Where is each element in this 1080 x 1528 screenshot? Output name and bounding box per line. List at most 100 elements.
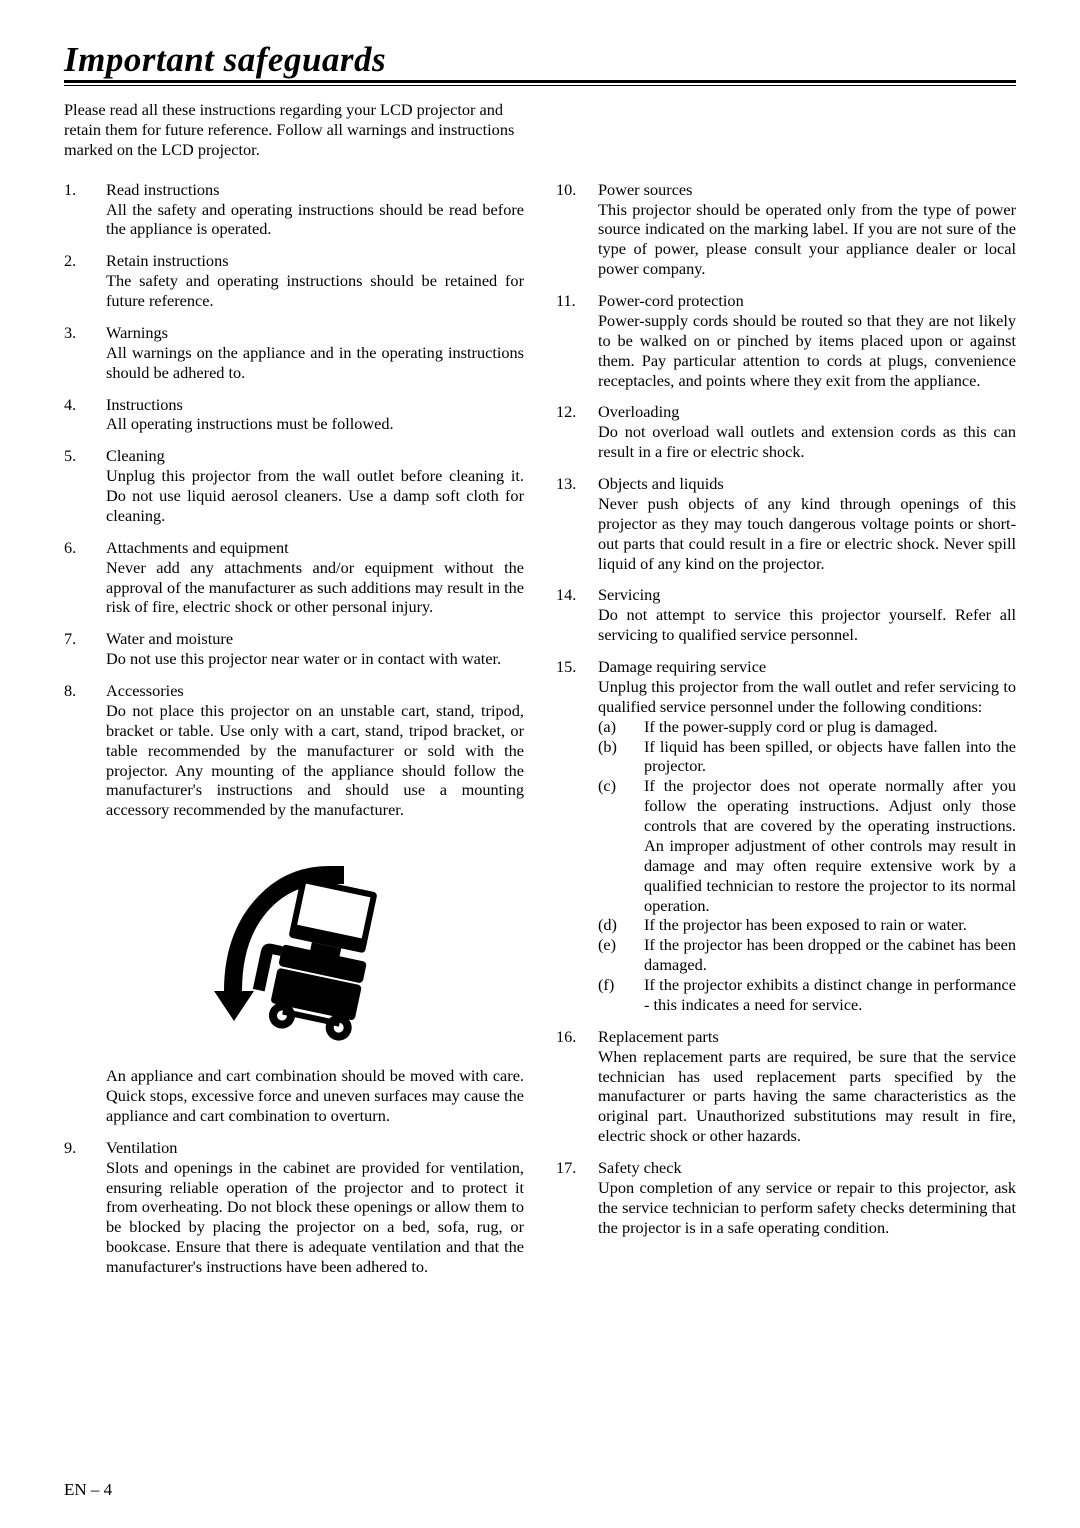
item-title: Ventilation [106, 1138, 524, 1158]
item-number: 6. [64, 538, 106, 618]
cart-caption: An appliance and cart combination should… [64, 1066, 524, 1126]
page-number: EN – 4 [64, 1480, 112, 1500]
list-item: 6.Attachments and equipmentNever add any… [64, 538, 524, 618]
item-text: Do not overload wall outlets and extensi… [598, 422, 1016, 461]
list-item: 5.CleaningUnplug this projector from the… [64, 446, 524, 526]
list-item: 2.Retain instructionsThe safety and oper… [64, 251, 524, 311]
sub-label: (a) [598, 717, 644, 737]
sub-item: (c)If the projector does not operate nor… [598, 776, 1016, 915]
item-title: Accessories [106, 681, 524, 701]
sub-item: (f)If the projector exhibits a distinct … [598, 975, 1016, 1015]
item-body: Retain instructionsThe safety and operat… [106, 251, 524, 311]
item-title: Cleaning [106, 446, 524, 466]
intro-paragraph: Please read all these instructions regar… [64, 100, 524, 160]
list-item: 3.WarningsAll warnings on the appliance … [64, 323, 524, 383]
list-item: 8.AccessoriesDo not place this projector… [64, 681, 524, 820]
item-body: ServicingDo not attempt to service this … [598, 585, 1016, 645]
item-text: All operating instructions must be follo… [106, 414, 394, 433]
item-text: Do not use this projector near water or … [106, 649, 501, 668]
item-number: 12. [556, 402, 598, 462]
item-title: Retain instructions [106, 251, 524, 271]
item-number: 9. [64, 1138, 106, 1277]
item-body: VentilationSlots and openings in the cab… [106, 1138, 524, 1277]
item-number: 13. [556, 474, 598, 573]
item-text: This projector should be operated only f… [598, 200, 1016, 279]
list-item: 12.OverloadingDo not overload wall outle… [556, 402, 1016, 462]
list-item: 17.Safety checkUpon completion of any se… [556, 1158, 1016, 1238]
item-title: Overloading [598, 402, 1016, 422]
caption-text: An appliance and cart combination should… [106, 1066, 524, 1126]
item-body: Read instructionsAll the safety and oper… [106, 180, 524, 240]
list-item: 7.Water and moistureDo not use this proj… [64, 629, 524, 669]
item-text: All the safety and operating instruction… [106, 200, 524, 239]
item-text: Upon completion of any service or repair… [598, 1178, 1016, 1237]
item-text: Do not place this projector on an unstab… [106, 701, 524, 819]
sub-label: (c) [598, 776, 644, 915]
left-column: 1.Read instructionsAll the safety and op… [64, 180, 524, 1289]
item-body: Replacement partsWhen replacement parts … [598, 1027, 1016, 1146]
sub-item: (a)If the power-supply cord or plug is d… [598, 717, 1016, 737]
item-title: Servicing [598, 585, 1016, 605]
item-body: Damage requiring serviceUnplug this proj… [598, 657, 1016, 1015]
item-text: Never add any attachments and/or equipme… [106, 558, 524, 617]
item-body: WarningsAll warnings on the appliance an… [106, 323, 524, 383]
item-number: 2. [64, 251, 106, 311]
item-number: 10. [556, 180, 598, 279]
item-body: Power sourcesThis projector should be op… [598, 180, 1016, 279]
item-number: 15. [556, 657, 598, 1015]
item-body: Safety checkUpon completion of any servi… [598, 1158, 1016, 1238]
list-item: 1.Read instructionsAll the safety and op… [64, 180, 524, 240]
item-number: 16. [556, 1027, 598, 1146]
list-item: 16.Replacement partsWhen replacement par… [556, 1027, 1016, 1146]
item-text: Unplug this projector from the wall outl… [598, 677, 1016, 716]
sub-text: If liquid has been spilled, or objects h… [644, 737, 1016, 777]
item-title: Replacement parts [598, 1027, 1016, 1047]
item-text: All warnings on the appliance and in the… [106, 343, 524, 382]
item-title: Instructions [106, 395, 524, 415]
item-number: 3. [64, 323, 106, 383]
item-number: 7. [64, 629, 106, 669]
item-text: Power-supply cords should be routed so t… [598, 311, 1016, 390]
item-title: Power-cord protection [598, 291, 1016, 311]
item-title: Attachments and equipment [106, 538, 524, 558]
item-text: The safety and operating instructions sh… [106, 271, 524, 310]
sub-label: (e) [598, 935, 644, 975]
item-title: Power sources [598, 180, 1016, 200]
sub-text: If the projector does not operate normal… [644, 776, 1016, 915]
sub-text: If the projector has been dropped or the… [644, 935, 1016, 975]
item-title: Read instructions [106, 180, 524, 200]
sub-label: (b) [598, 737, 644, 777]
item-body: CleaningUnplug this projector from the w… [106, 446, 524, 526]
item-number: 1. [64, 180, 106, 240]
item-body: OverloadingDo not overload wall outlets … [598, 402, 1016, 462]
sub-item: (e)If the projector has been dropped or … [598, 935, 1016, 975]
item-title: Damage requiring service [598, 657, 1016, 677]
list-item: 15.Damage requiring serviceUnplug this p… [556, 657, 1016, 1015]
item-text: Unplug this projector from the wall outl… [106, 466, 524, 525]
item-number: 8. [64, 681, 106, 820]
item-number: 17. [556, 1158, 598, 1238]
list-item: 14.ServicingDo not attempt to service th… [556, 585, 1016, 645]
item-body: Power-cord protectionPower-supply cords … [598, 291, 1016, 390]
sub-label: (d) [598, 915, 644, 935]
sub-text: If the projector exhibits a distinct cha… [644, 975, 1016, 1015]
sub-label: (f) [598, 975, 644, 1015]
item-title: Water and moisture [106, 629, 524, 649]
item-body: AccessoriesDo not place this projector o… [106, 681, 524, 820]
page-title: Important safeguards [64, 40, 1016, 83]
item-title: Warnings [106, 323, 524, 343]
item-number: 5. [64, 446, 106, 526]
item-body: Attachments and equipmentNever add any a… [106, 538, 524, 618]
item-text: When replacement parts are required, be … [598, 1047, 1016, 1146]
item-number: 11. [556, 291, 598, 390]
list-item: 10.Power sourcesThis projector should be… [556, 180, 1016, 279]
item-text: Slots and openings in the cabinet are pr… [106, 1158, 524, 1276]
list-item: 11.Power-cord protectionPower-supply cor… [556, 291, 1016, 390]
item-text: Do not attempt to service this projector… [598, 605, 1016, 644]
item-body: Objects and liquidsNever push objects of… [598, 474, 1016, 573]
item-body: InstructionsAll operating instructions m… [106, 395, 524, 435]
item-title: Objects and liquids [598, 474, 1016, 494]
title-underline [64, 83, 1016, 86]
list-item: 13.Objects and liquidsNever push objects… [556, 474, 1016, 573]
item-number: 4. [64, 395, 106, 435]
